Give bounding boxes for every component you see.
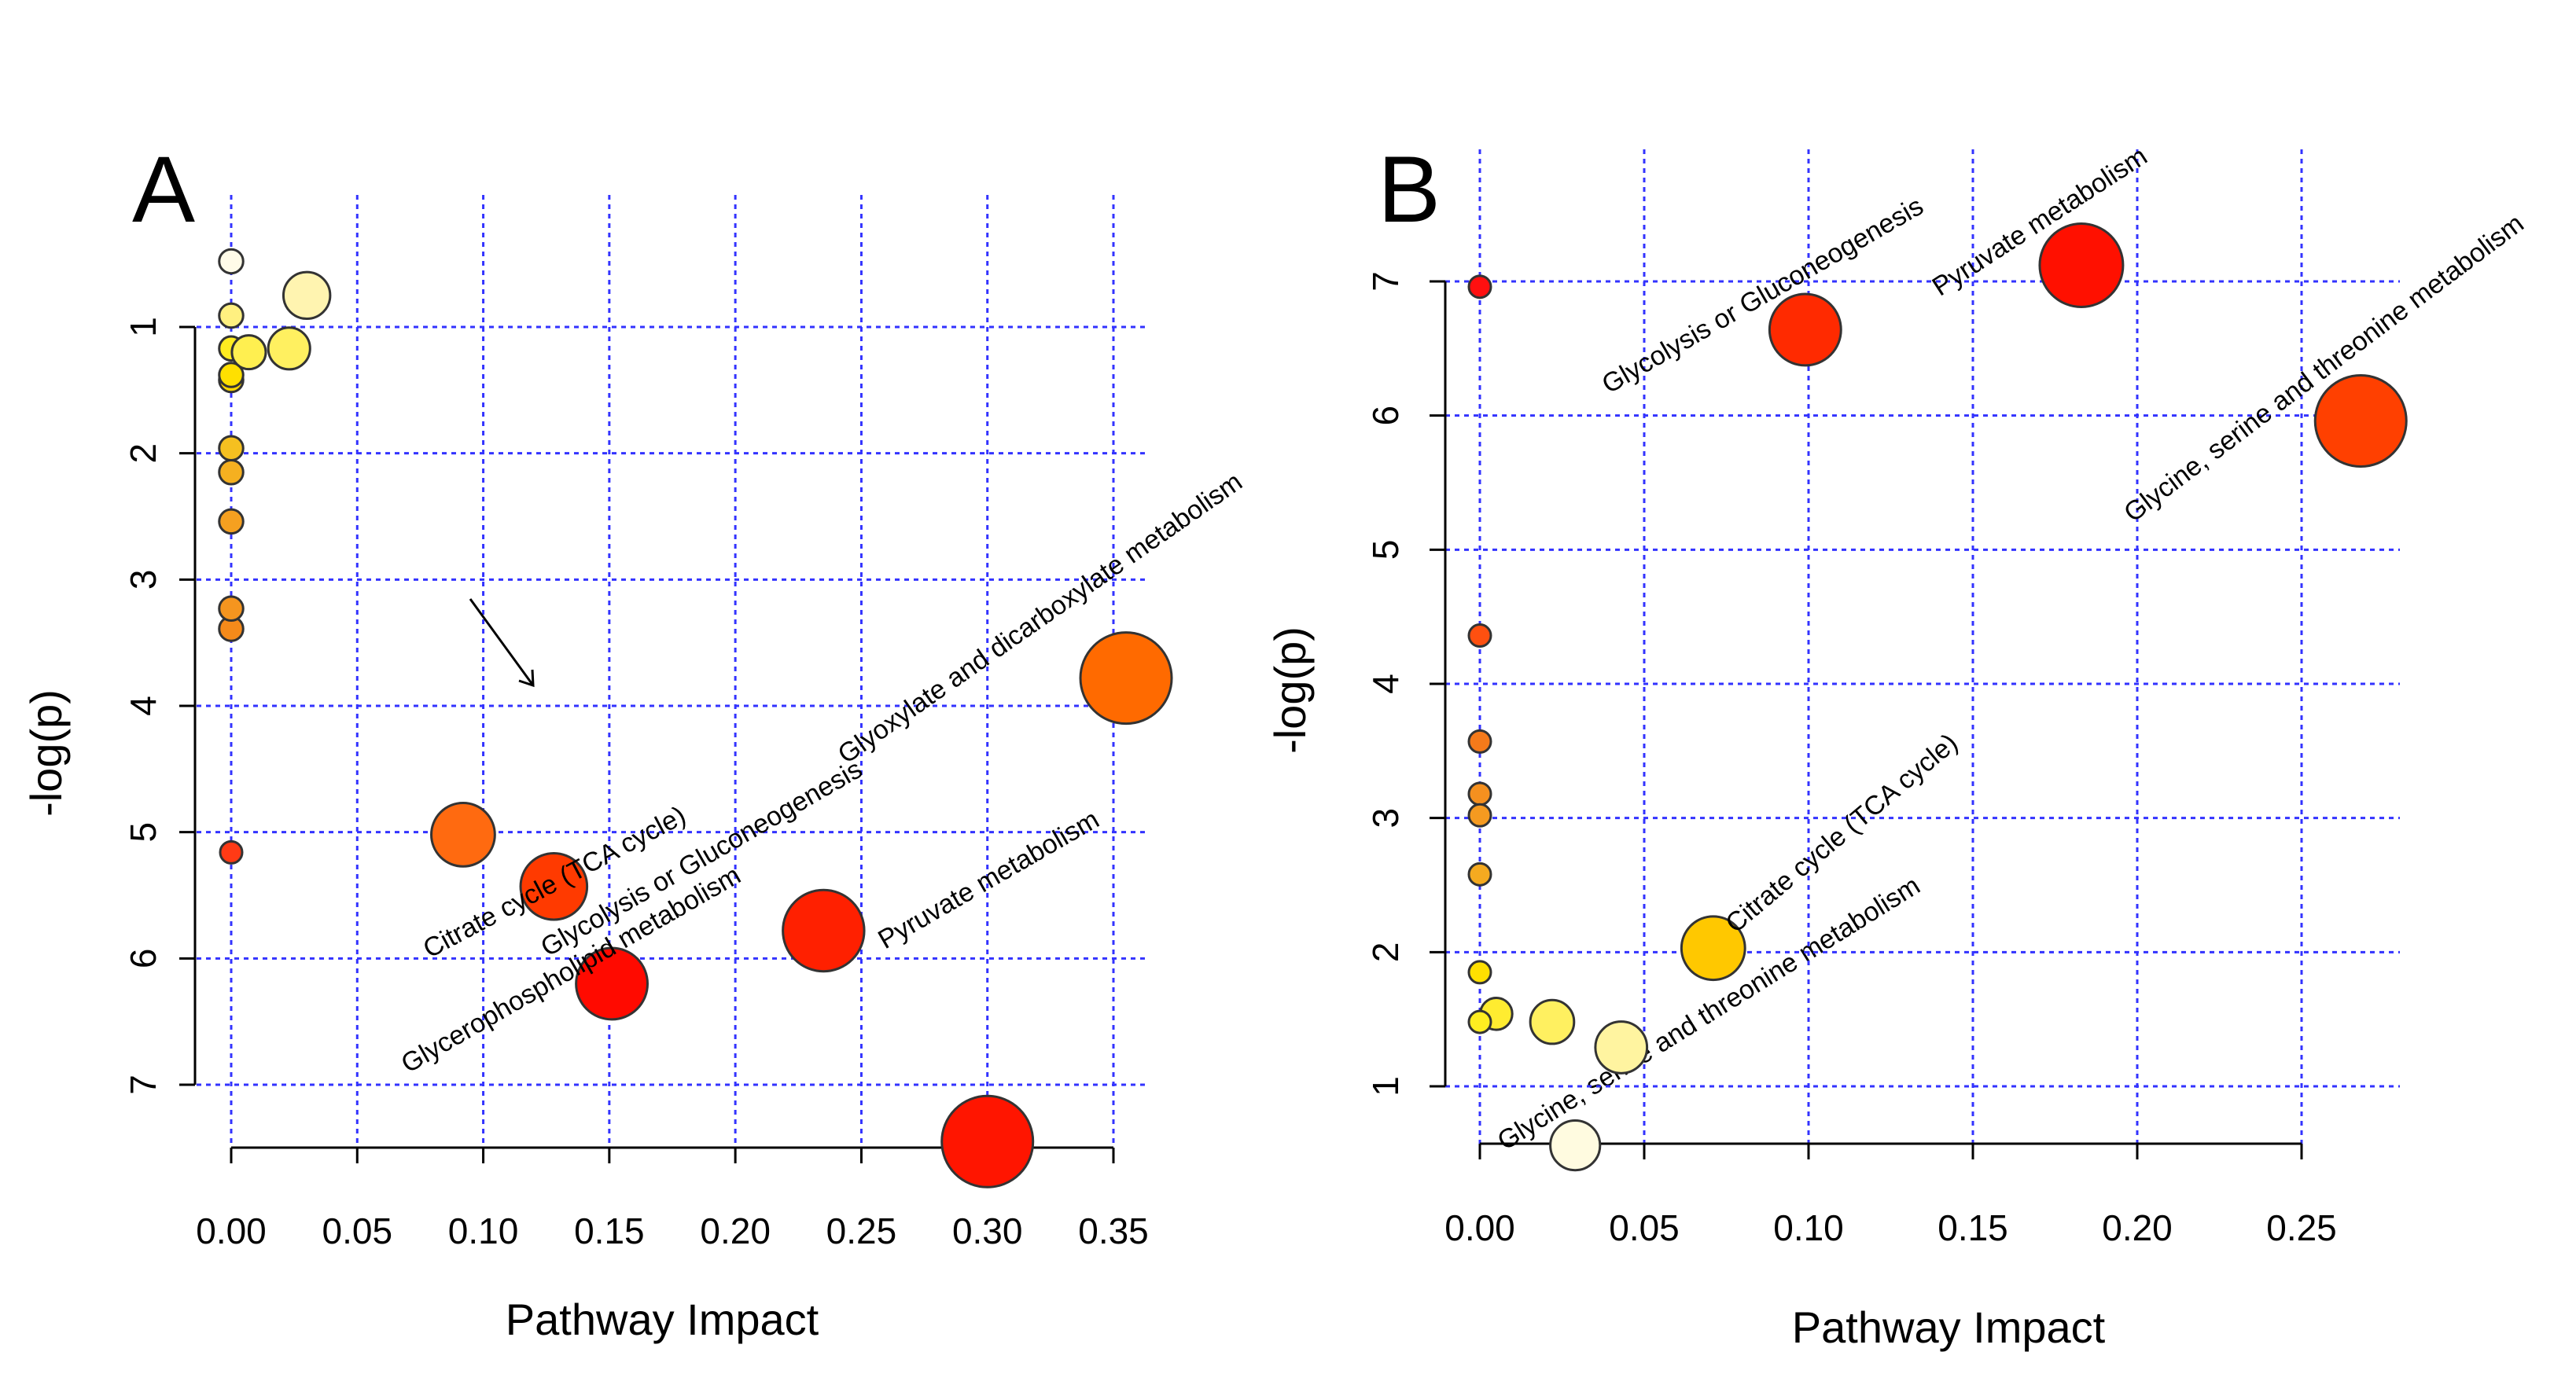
panel-a-point-2 [782, 888, 866, 973]
panel-a-annotation-5: Glyoxylate and dicarboxylate metabolism [833, 467, 1248, 770]
panel-a-x-tick-label-6: 0.30 [952, 1211, 1023, 1251]
panel-a-x-tick-label-4: 0.20 [700, 1211, 771, 1251]
panel-a: A 0.00 0.05 0.10 0.15 0.20 0.25 0.30 0.35 1 2 3 4 5… [21, 137, 1925, 1344]
panel-a-point-10 [218, 459, 245, 486]
panel-b-annotation-2: Glycine, serine and threonine metabolism [2118, 208, 2529, 528]
panel-a-x-tick-label-7: 0.35 [1078, 1211, 1149, 1251]
panel-b-x-ticks: 0.00 0.05 0.10 0.15 0.20 0.25 [1444, 1144, 2337, 1248]
panel-a-y-tick-label-0: 1 [123, 317, 164, 337]
panel-b-y-tick-label-3: 4 [1365, 674, 1406, 694]
panel-b-y-tick-label-2: 3 [1365, 808, 1406, 828]
panel-b-y-tick-label-0: 1 [1365, 1076, 1406, 1097]
panel-b-letter: B [1378, 137, 1441, 242]
panel-a-y-tick-label-4: 5 [123, 822, 164, 843]
panel-b-y-tick-label-1: 2 [1365, 942, 1406, 963]
panel-b-grid [1445, 149, 2400, 1144]
panel-b-x-tick-label-4: 0.20 [2102, 1207, 2173, 1248]
panel-a-point-19 [218, 248, 245, 275]
panel-a-point-4 [430, 801, 496, 868]
panel-b-annotation-0: Glycolysis or Gluconeogenesis [1597, 191, 1929, 399]
panel-b-point-3 [1467, 274, 1492, 299]
panel-a-x-tick-label-1: 0.05 [322, 1211, 393, 1251]
panel-a-y-tick-label-3: 4 [123, 696, 164, 716]
panel-a-y-tick-label-1: 2 [123, 443, 164, 464]
panel-a-point-8 [218, 595, 245, 623]
panel-a-x-axis-label: Pathway Impact [506, 1295, 819, 1344]
panel-b-y-axis-label: -log(p) [1265, 626, 1315, 754]
panel-b-x-tick-label-1: 0.05 [1609, 1207, 1680, 1248]
panel-a-arrow [469, 598, 535, 688]
panel-b-y-tick-label-4: 5 [1365, 540, 1406, 560]
panel-b-point-12 [1467, 1009, 1492, 1034]
panel-a-y-tick-label-5: 6 [123, 949, 164, 969]
panel-a-point-5 [1079, 631, 1173, 726]
panel-b: B 0.00 0.05 0.10 0.15 0.20 0.25 1 2 3 4 5 6 7 Pathw… [1265, 137, 2530, 1352]
panel-b-point-1 [2313, 373, 2408, 468]
panel-a-y-tick-label-2: 3 [123, 570, 164, 590]
panel-b-y-ticks: 1 2 3 4 5 6 7 [1365, 271, 1445, 1097]
panel-b-point-14 [1594, 1020, 1649, 1075]
panel-b-x-axis-label: Pathway Impact [1792, 1302, 2106, 1352]
panel-a-point-18 [282, 270, 332, 321]
panel-b-point-0 [2038, 222, 2125, 308]
panel-b-x-tick-label-3: 0.15 [1938, 1207, 2008, 1248]
panel-a-annotations: Glycine, serine and threonine metabolism… [396, 467, 1926, 1156]
panel-b-point-4 [1467, 623, 1492, 648]
panel-a-axes [193, 327, 1113, 1149]
panel-b-points [1467, 222, 2408, 1172]
panel-a-point-0 [940, 1094, 1035, 1188]
panel-a-y-axis-label: -log(p) [21, 689, 71, 817]
panel-b-x-tick-label-5: 0.25 [2266, 1207, 2337, 1248]
panel-b-point-7 [1467, 803, 1492, 828]
panel-a-point-9 [218, 508, 245, 535]
panel-a-points [218, 248, 1173, 1188]
panel-a-annotation-3: Pyruvate metabolism [873, 804, 1104, 955]
panel-a-y-ticks: 1 2 3 4 5 6 7 [123, 317, 195, 1095]
panel-b-point-9 [1680, 915, 1746, 982]
panel-b-point-6 [1467, 781, 1492, 806]
panel-a-x-ticks: 0.00 0.05 0.10 0.15 0.20 0.25 0.30 0.35 [196, 1148, 1149, 1251]
panel-a-point-11 [218, 435, 245, 461]
panel-a-x-tick-label-3: 0.15 [574, 1211, 645, 1251]
panel-a-point-1 [575, 946, 649, 1021]
panel-b-x-tick-label-0: 0.00 [1444, 1207, 1515, 1248]
panel-b-point-2 [1768, 292, 1842, 367]
panel-a-x-tick-label-2: 0.10 [448, 1211, 519, 1251]
panel-a-grid [197, 195, 1148, 1148]
panel-b-point-13 [1529, 998, 1576, 1045]
panel-a-y-tick-label-6: 7 [123, 1075, 164, 1095]
panel-b-point-8 [1467, 862, 1492, 887]
panel-b-point-10 [1467, 960, 1492, 985]
panel-b-point-5 [1467, 729, 1492, 754]
panel-a-point-3 [519, 851, 589, 921]
panel-b-x-tick-label-2: 0.10 [1773, 1207, 1844, 1248]
panel-a-x-tick-label-5: 0.25 [826, 1211, 897, 1251]
panel-a-x-tick-label-0: 0.00 [196, 1211, 267, 1251]
panel-b-y-tick-label-6: 7 [1365, 271, 1406, 292]
panel-a-point-15 [230, 334, 267, 371]
panel-a-point-6 [219, 839, 244, 865]
panel-a-point-17 [218, 302, 245, 329]
panel-b-annotation-3: Citrate cycle (TCA cycle) [1720, 728, 1963, 939]
panel-b-y-tick-label-5: 6 [1365, 406, 1406, 426]
panel-a-letter: A [132, 137, 195, 242]
panel-a-point-16 [267, 326, 311, 371]
panel-a-point-13 [218, 362, 245, 388]
panel-b-point-15 [1549, 1119, 1602, 1172]
